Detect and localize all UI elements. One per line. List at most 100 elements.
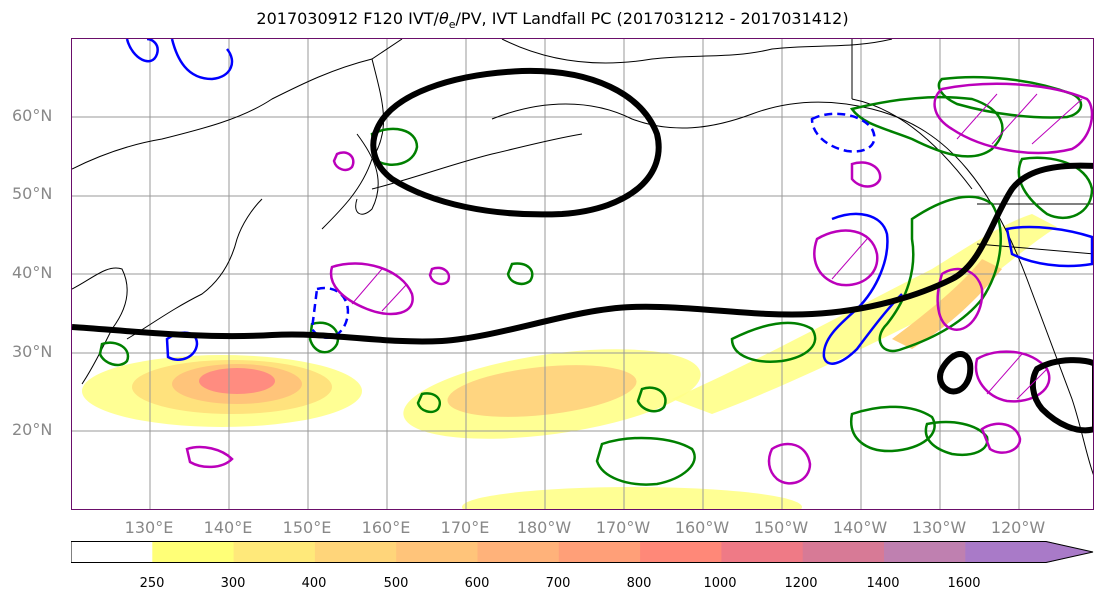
asia-coast: [72, 39, 403, 170]
lat-label-60n: 60°N: [12, 106, 53, 125]
pv-contour-west-a: [308, 321, 340, 354]
lon-label-140w: 140°W: [832, 518, 888, 537]
neg-contour-east: [1005, 225, 1093, 268]
pv-contour-mid: [730, 321, 817, 363]
map-svg: [72, 39, 1093, 509]
lon-label-150e: 150°E: [282, 518, 332, 537]
cbar-tick-700: 700: [545, 576, 571, 591]
colorbar-svg: [70, 541, 1094, 563]
title-theta-sub: e: [448, 18, 456, 32]
colorbar-cell: [884, 541, 966, 563]
pv-contour-east: [1017, 156, 1093, 220]
pv-contour-far-se: [924, 420, 989, 456]
lat-label-40n: 40°N: [12, 263, 53, 282]
ivt-west-core: [199, 368, 275, 394]
lon-label-160w: 160°W: [674, 518, 730, 537]
cbar-tick-250: 250: [139, 576, 165, 591]
cbar-tick-1400: 1400: [866, 576, 900, 591]
lon-label-160e: 160°E: [361, 518, 411, 537]
cbar-tick-1000: 1000: [703, 576, 737, 591]
pv-contour-alaska: [849, 95, 1004, 158]
neg-contour-dashed: [810, 112, 876, 153]
colorbar-cell: [558, 541, 641, 563]
cbar-tick-1600: 1600: [947, 576, 981, 591]
colorbar-cell: [396, 541, 478, 563]
colorbar-cell: [477, 541, 560, 563]
neg-contour-top: [125, 39, 159, 63]
ivt-shading: [82, 214, 1057, 509]
lon-label-150w: 150°W: [753, 518, 809, 537]
ivt-central-inner: [447, 365, 637, 417]
cbar-tick-400: 400: [301, 576, 327, 591]
colorbar-cells: [71, 541, 1093, 563]
theta-contour-west: [185, 445, 234, 469]
lat-label-20n: 20°N: [12, 420, 53, 439]
canada-border: [851, 39, 973, 190]
theta-contour-small-a: [332, 151, 355, 172]
map-panel: [71, 38, 1094, 510]
japan: [126, 198, 263, 340]
pc-contour-se-a: [937, 351, 974, 395]
theta-contour-ne: [933, 82, 1093, 155]
cbar-tick-300: 300: [220, 576, 246, 591]
colorbar-cell: [233, 541, 316, 563]
pv-contour-west-b: [98, 341, 130, 367]
ivt-colorbar: [70, 541, 1094, 563]
landfall-pc-contours: [72, 67, 1093, 434]
cbar-tick-800: 800: [626, 576, 652, 591]
lon-label-130w: 130°W: [911, 518, 967, 537]
lon-label-180w: 180°W: [516, 518, 572, 537]
kamchatka: [355, 133, 379, 215]
map-title: 2017030912 F120 IVT/θe/PV, IVT Landfall …: [0, 9, 1105, 31]
colorbar-outline: [70, 541, 1094, 563]
pv-contour-se: [849, 405, 936, 453]
pv-contour-small-a: [506, 262, 534, 286]
pc-contour-north-low: [370, 67, 662, 218]
pv-contour-small-b: [416, 392, 441, 414]
neg-contour-coast: [822, 212, 903, 365]
alaska-coast: [491, 101, 1093, 476]
pv-contours: [98, 75, 1093, 486]
title-suffix: /PV, IVT Landfall PC (2017031212 - 20170…: [455, 9, 849, 28]
title-prefix: 2017030912 F120 IVT/: [256, 9, 439, 28]
pv-contour-mid-b: [636, 386, 667, 413]
theta-contour-east: [813, 229, 879, 287]
theta-contour-south: [767, 442, 812, 485]
cbar-tick-600: 600: [464, 576, 490, 591]
colorbar-cell: [640, 541, 722, 563]
lon-label-140e: 140°E: [203, 518, 253, 537]
cbar-tick-1200: 1200: [784, 576, 818, 591]
pc-contour-jet: [72, 162, 1093, 345]
lon-label-120w: 120°W: [990, 518, 1046, 537]
korea-china-coast: [72, 267, 128, 385]
theta-contour-mid: [329, 262, 414, 316]
ivt-south-band: [462, 487, 802, 509]
neg-contour-top-b: [170, 39, 234, 81]
neg-contour-dashed-b: [310, 286, 350, 339]
theta-contour-far-se: [980, 422, 1022, 454]
pv-contour-south: [595, 436, 696, 486]
ivt-ar-band: [672, 214, 1057, 414]
colorbar-cell: [802, 541, 885, 563]
theta-contour-small-c: [850, 161, 882, 188]
colorbar-cell: [71, 541, 153, 563]
colorbar-cell: [314, 541, 397, 563]
theta-contour-se: [974, 350, 1051, 403]
pv-contour-left: [370, 127, 419, 166]
pc-contour-se-b: [1029, 357, 1093, 434]
theta-hatching: [351, 93, 1083, 400]
arctic-coast: [501, 39, 893, 64]
aleutians: [371, 133, 583, 190]
colorbar-cell: [721, 541, 804, 563]
colorbar-cell: [965, 541, 1093, 563]
ivt-ar-core: [892, 259, 1002, 349]
lon-label-170w: 170°W: [595, 518, 651, 537]
lon-label-170e: 170°E: [440, 518, 490, 537]
lat-label-30n: 30°N: [12, 342, 53, 361]
pv-contour-ne: [937, 75, 1083, 119]
lon-label-130e: 130°E: [124, 518, 174, 537]
theta-contour-small-b: [428, 266, 451, 286]
title-theta: θ: [438, 9, 449, 28]
lat-label-50n: 50°N: [12, 184, 53, 203]
cbar-tick-500: 500: [383, 576, 409, 591]
